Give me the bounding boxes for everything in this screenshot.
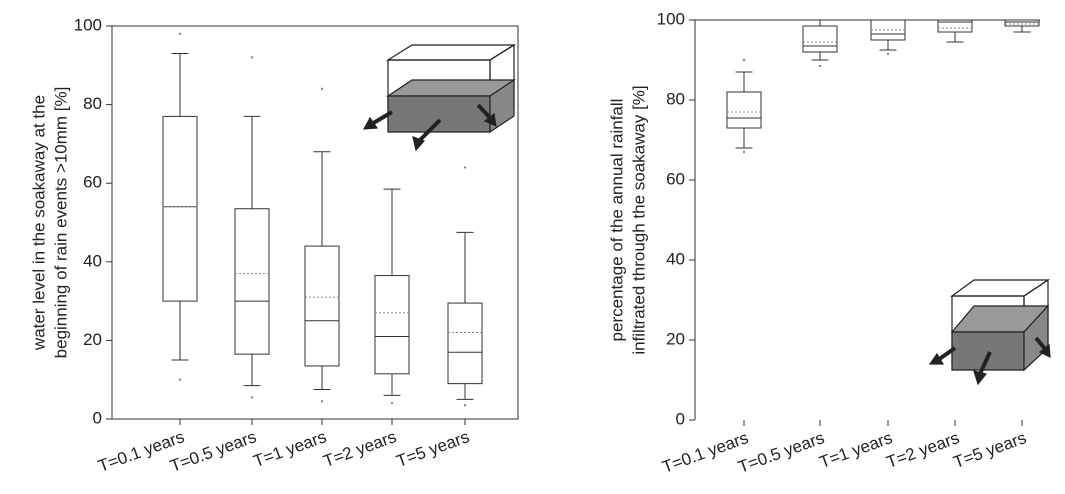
y-tick-label: 20 [666,329,685,348]
soakaway-icon [362,43,517,152]
outlier [178,378,182,381]
outlier [463,166,467,169]
x-tick-label: T=1 years [251,427,329,471]
outlier [250,396,254,399]
plot-frame [111,25,519,420]
y-tick-label: 0 [676,409,685,428]
box [374,275,410,375]
box [937,19,973,33]
outlier [463,404,467,407]
y-tick-label: 20 [83,330,102,349]
soakaway-icon [928,278,1051,386]
y-axis-label: beginning of rain events >10mm [%] [51,87,70,359]
x-tick-label: T=0.5 years [736,428,827,477]
box [234,208,270,355]
y-tick-label: 40 [83,251,102,270]
outlier [742,150,746,154]
y-axis-label: percentage of the annual rainfall [607,99,626,342]
y-axis-label: infiltrated through the soakaway [%] [629,85,648,354]
outlier [886,52,890,56]
outlier [320,87,324,91]
x-tick-label: T=2 years [884,428,962,472]
x-tick-label: T=5 years [394,427,472,471]
box [802,25,838,53]
y-tick-label: 60 [666,169,685,188]
y-tick-label: 40 [666,249,685,268]
x-tick-label: T=0.1 years [660,428,751,477]
y-tick-label: 100 [657,9,685,28]
outlier [818,64,822,68]
outlier [742,58,746,62]
x-tick-label: T=5 years [951,428,1029,472]
box [1004,19,1040,27]
outlier [320,400,324,403]
box [447,302,483,385]
y-tick-label: 100 [74,15,102,34]
y-tick-label: 80 [666,89,685,108]
y-tick-label: 0 [93,408,102,427]
outlier [178,32,182,36]
outlier [250,56,254,59]
y-axis-label: water level in the soakaway at the [29,95,48,351]
box [726,91,762,129]
x-tick-label: T=1 years [817,428,895,472]
y-tick-label: 80 [83,94,102,113]
x-tick-label: T=2 years [321,427,399,471]
box [304,245,340,367]
outlier [390,402,394,405]
y-tick-label: 60 [83,173,102,192]
box [162,115,198,302]
